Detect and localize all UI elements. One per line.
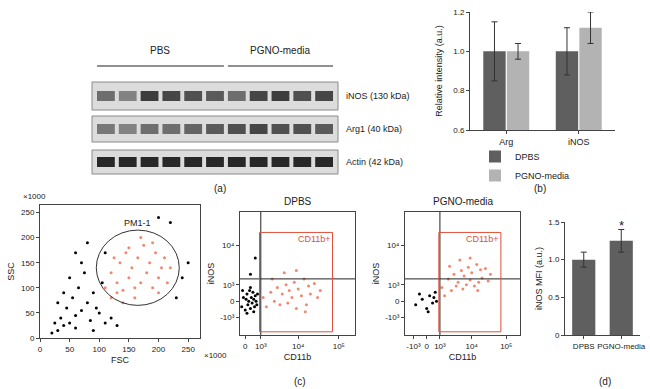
svg-text:iNOS MFI (a.u.): iNOS MFI (a.u.) [534, 247, 544, 310]
svg-text:150: 150 [122, 345, 136, 354]
svg-text:0.8: 0.8 [453, 86, 465, 95]
svg-text:200: 200 [152, 345, 166, 354]
svg-text:×1000: ×1000 [204, 351, 227, 360]
svg-text:×1000: ×1000 [23, 192, 46, 201]
svg-text:1.0: 1.0 [548, 255, 560, 264]
svg-text:10⁴: 10⁴ [292, 342, 305, 351]
svg-text:10⁴: 10⁴ [466, 342, 479, 351]
svg-text:iNOS (130 kDa): iNOS (130 kDa) [346, 91, 410, 101]
svg-text:DPBS: DPBS [284, 196, 312, 207]
svg-text:50: 50 [25, 309, 34, 318]
svg-text:*: * [619, 218, 624, 233]
svg-text:50: 50 [65, 345, 74, 354]
svg-text:Relative intensity (a.u.): Relative intensity (a.u.) [434, 25, 444, 117]
svg-text:1.2: 1.2 [453, 8, 465, 17]
svg-text:100: 100 [21, 284, 35, 293]
svg-text:(d): (d) [599, 376, 611, 387]
svg-text:PGNO-media: PGNO-media [597, 342, 646, 351]
svg-text:CD11b: CD11b [284, 352, 311, 362]
svg-text:Actin (42 kDa): Actin (42 kDa) [346, 157, 403, 167]
svg-text:(b): (b) [534, 183, 546, 194]
svg-text:CD11b+: CD11b+ [466, 234, 499, 244]
svg-text:Arg: Arg [499, 137, 513, 147]
svg-text:10³: 10³ [255, 342, 267, 351]
svg-text:100: 100 [93, 345, 107, 354]
svg-text:PM1-1: PM1-1 [124, 218, 151, 228]
svg-text:0: 0 [243, 342, 248, 351]
svg-text:10³: 10³ [223, 281, 235, 290]
svg-text:iNOS: iNOS [206, 263, 216, 285]
svg-text:150: 150 [21, 259, 35, 268]
svg-text:1.0: 1.0 [453, 47, 465, 56]
svg-text:0: 0 [38, 345, 43, 354]
svg-text:0: 0 [30, 334, 35, 343]
svg-text:0: 0 [555, 331, 560, 340]
svg-text:1.5: 1.5 [548, 218, 560, 227]
svg-text:-10³: -10³ [385, 313, 400, 322]
svg-text:0: 0 [424, 342, 429, 351]
svg-text:PGNO-media: PGNO-media [250, 45, 310, 56]
svg-text:FSC: FSC [111, 355, 130, 365]
svg-text:10⁵: 10⁵ [500, 342, 512, 351]
svg-text:10³: 10³ [388, 281, 400, 290]
svg-text:-10³: -10³ [406, 342, 421, 351]
svg-text:10⁴: 10⁴ [387, 241, 400, 250]
svg-text:CD11b+: CD11b+ [298, 234, 331, 244]
svg-text:(c): (c) [294, 376, 306, 387]
svg-text:0.6: 0.6 [453, 126, 465, 135]
svg-text:PGNO-media: PGNO-media [515, 171, 569, 181]
svg-text:Arg1 (40 kDa): Arg1 (40 kDa) [346, 124, 402, 134]
svg-text:DPBS: DPBS [515, 152, 540, 162]
svg-text:10⁵: 10⁵ [333, 342, 345, 351]
svg-text:iNOS: iNOS [371, 263, 381, 285]
svg-text:0: 0 [395, 297, 400, 306]
svg-text:CD11b: CD11b [449, 352, 476, 362]
svg-text:PGNO-media: PGNO-media [433, 196, 493, 207]
svg-text:-10³: -10³ [220, 313, 235, 322]
svg-text:DPBS: DPBS [573, 342, 595, 351]
svg-text:iNOS: iNOS [568, 137, 590, 147]
svg-text:SSC: SSC [6, 262, 16, 281]
svg-text:PBS: PBS [150, 45, 170, 56]
svg-text:10³: 10³ [434, 342, 446, 351]
svg-text:250: 250 [21, 208, 35, 217]
svg-text:250: 250 [181, 345, 195, 354]
svg-text:200: 200 [21, 233, 35, 242]
svg-text:(a): (a) [214, 183, 226, 194]
svg-text:0.5: 0.5 [548, 293, 560, 302]
svg-text:10⁴: 10⁴ [222, 241, 235, 250]
svg-text:0: 0 [230, 297, 235, 306]
